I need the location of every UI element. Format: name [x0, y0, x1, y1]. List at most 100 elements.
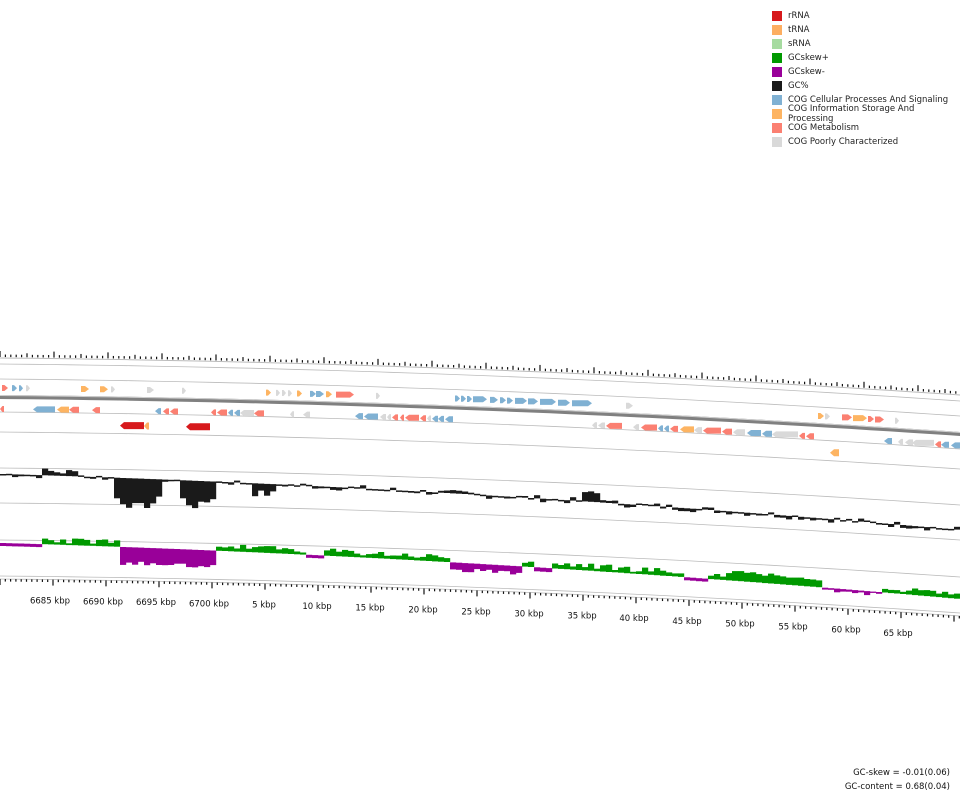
- forward-gene: [825, 413, 830, 420]
- gc-bar: [702, 507, 709, 510]
- gc-bar: [150, 479, 157, 504]
- gc-bar: [282, 484, 289, 487]
- gc-bar: [396, 490, 403, 492]
- gc-skew-pos-bar: [888, 589, 895, 594]
- gc-skew-pos-bar: [942, 591, 949, 598]
- gc-bar: [600, 500, 607, 503]
- gc-bar: [168, 479, 175, 482]
- gc-skew-pos-bar: [396, 555, 403, 560]
- axis-label: 25 kbp: [461, 607, 490, 617]
- legend-label: rRNA: [788, 11, 810, 21]
- gcskew-neg-swatch: [772, 67, 782, 77]
- gc-skew-neg-bar: [870, 591, 877, 593]
- gc-bar: [534, 495, 541, 499]
- gc-skew-pos-bar: [924, 590, 931, 597]
- gc-skew-pos-bar: [816, 580, 823, 588]
- gc-skew-pos-bar: [420, 556, 427, 561]
- guide-line: [0, 411, 960, 450]
- gc-bar: [264, 483, 271, 496]
- reverse-gene: [799, 432, 805, 439]
- forward-gene: [507, 397, 513, 404]
- gc-skew-neg-bar: [834, 588, 841, 593]
- gc-skew-pos-bar: [786, 577, 793, 585]
- axis-label: 35 kbp: [567, 612, 596, 622]
- gc-bar: [762, 514, 769, 516]
- legend-item-cog-information: COG Information Storage And Processing: [772, 104, 960, 124]
- gc-skew-pos-bar: [564, 563, 571, 570]
- gc-skew-pos-bar: [918, 590, 925, 596]
- gc-bar: [96, 475, 103, 478]
- gc-bar: [768, 512, 775, 515]
- legend-item-rrna: rRNA: [772, 9, 960, 23]
- reverse-gene: [427, 415, 431, 422]
- gc-skew-pos-bar: [630, 571, 637, 574]
- gc-bar: [720, 510, 727, 513]
- gc-percent-swatch: [772, 81, 782, 91]
- reverse-gene: [905, 439, 913, 446]
- gc-bar: [162, 479, 169, 482]
- gc-bar: [12, 474, 19, 478]
- forward-gene: [26, 385, 30, 392]
- gc-bar: [246, 483, 253, 485]
- gc-skew-neg-bar: [18, 543, 25, 547]
- reverse-gene: [163, 408, 169, 415]
- gc-skew-track: [0, 538, 960, 599]
- forward-gene: [310, 390, 316, 397]
- gc-bar: [822, 518, 829, 521]
- forward-gene: [182, 387, 186, 394]
- axis-label: 6695 kbp: [136, 598, 176, 608]
- gc-skew-neg-bar: [186, 549, 193, 568]
- gc-skew-pos-bar: [426, 554, 433, 561]
- gc-bar: [114, 477, 121, 499]
- gc-skew-pos-bar: [936, 593, 943, 598]
- gc-bar: [402, 490, 409, 493]
- gc-skew-pos-bar: [666, 572, 673, 576]
- gc-bar: [732, 511, 739, 514]
- gc-skew-neg-bar: [12, 543, 19, 547]
- forward-gene: [528, 398, 538, 405]
- gc-bar: [672, 507, 679, 510]
- gc-bar: [192, 480, 199, 509]
- reverse-gene: [438, 415, 444, 422]
- gc-skew-pos-bar: [930, 590, 937, 597]
- gc-bar: [210, 481, 217, 500]
- gc-skew-pos-bar: [42, 538, 49, 545]
- forward-gene: [81, 385, 89, 392]
- axis-label: 50 kbp: [725, 620, 754, 630]
- gc-skew-pos-bar: [402, 553, 409, 560]
- gc-skew-pos-bar: [372, 553, 379, 559]
- gc-bar: [852, 521, 859, 523]
- gc-skew-pos-bar: [48, 540, 55, 545]
- gc-skew-neg-bar: [480, 564, 487, 571]
- gc-skew-pos-bar: [342, 549, 349, 557]
- gc-bar: [684, 508, 691, 512]
- gc-skew-pos-bar: [252, 547, 259, 553]
- guide-line: [0, 431, 960, 470]
- gc-skew-pos-bar: [234, 548, 241, 552]
- reverse-gene: [935, 441, 941, 448]
- guide-line: [0, 467, 960, 506]
- gc-bar: [564, 500, 571, 504]
- gc-skew-neg-bar: [30, 543, 37, 547]
- gc-skew-neg-bar: [150, 548, 157, 564]
- legend-item-trna: tRNA: [772, 23, 960, 37]
- gc-bar: [90, 476, 97, 479]
- gc-bar: [576, 500, 583, 502]
- reverse-gene: [606, 422, 622, 429]
- gc-bar: [870, 521, 877, 524]
- gc-skew-pos-bar: [744, 572, 751, 582]
- reverse-gene: [364, 413, 378, 420]
- gc-skew-pos-bar: [282, 548, 289, 554]
- reverse-gene: [211, 409, 216, 416]
- legend-item-cog-metabolism: COG Metabolism: [772, 121, 960, 135]
- axis-label: 60 kbp: [831, 626, 860, 636]
- gc-skew-neg-bar: [36, 544, 43, 548]
- forward-gene: [540, 398, 556, 405]
- reverse-gene: [254, 410, 264, 417]
- gc-bar: [660, 506, 667, 509]
- genome-stats: GC-skew = -0.01(0.06) GC-content = 0.68(…: [845, 766, 950, 794]
- gc-bar: [468, 492, 475, 495]
- gc-bar: [912, 526, 919, 529]
- gc-bar: [180, 480, 187, 499]
- gc-bar: [348, 486, 355, 489]
